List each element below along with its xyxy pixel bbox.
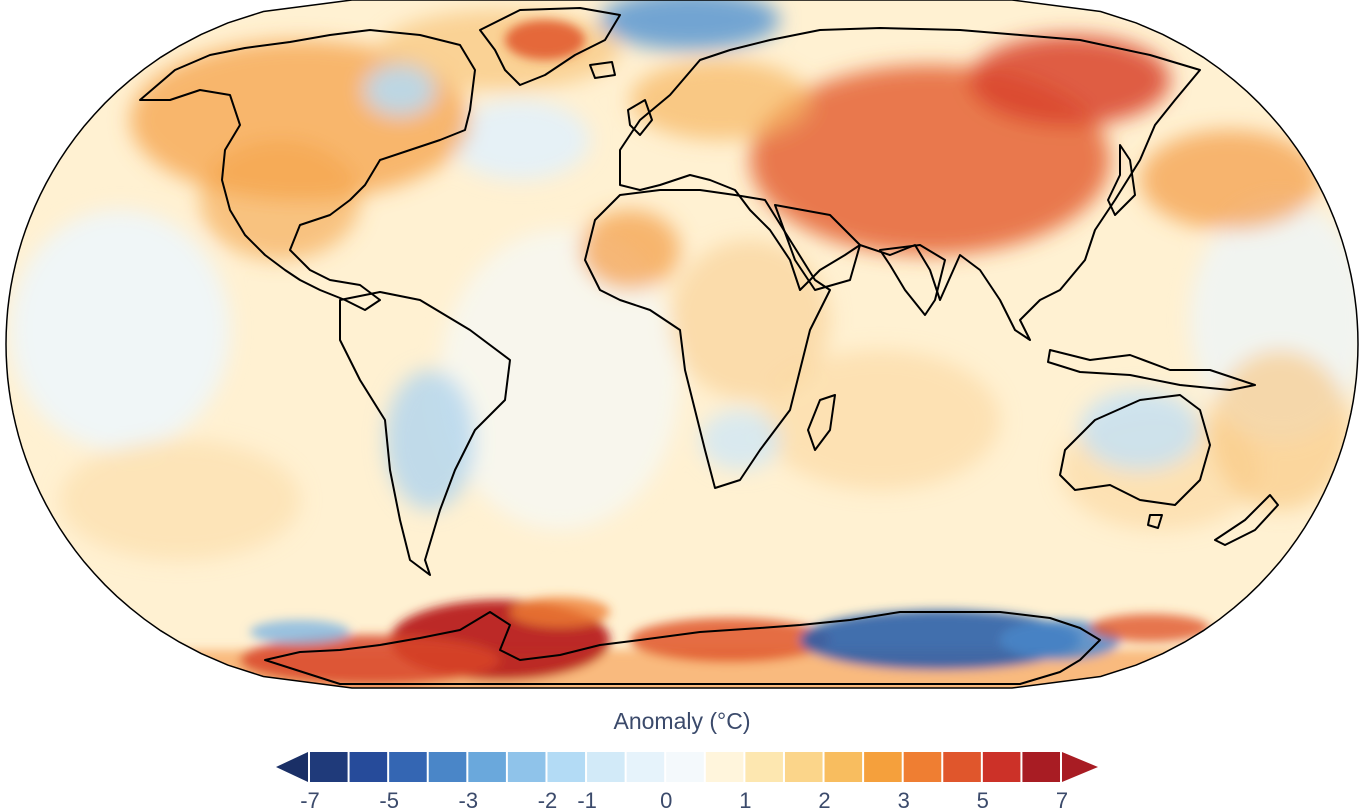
greenland-anomaly xyxy=(505,20,585,60)
coastline-madagascar xyxy=(807,394,836,451)
colorbar-bin xyxy=(310,752,348,782)
coastline-north-america xyxy=(139,29,476,311)
anomaly-patches-broad xyxy=(10,0,1358,560)
coastline-new-zealand xyxy=(1214,494,1279,546)
colorbar-bin xyxy=(389,752,427,782)
colorbar-over-arrow xyxy=(1062,752,1098,782)
coastline-india xyxy=(879,244,946,316)
colorbar-tick-label: 7 xyxy=(1056,788,1068,812)
colorbar-tick-label: 2 xyxy=(818,788,830,812)
colorbar-tick-label: 0 xyxy=(660,788,672,812)
coastline-japan xyxy=(1107,144,1136,216)
coastline-arabia xyxy=(774,204,861,291)
colorbar-tick-label: 3 xyxy=(898,788,910,812)
colorbar-tick-labels: -7 -5 -3 -2 -1 0 1 2 3 5 7 xyxy=(300,788,1068,812)
anomaly-field xyxy=(6,0,1358,688)
colorbar-bin xyxy=(468,752,506,782)
colorbar-bin xyxy=(349,752,388,782)
coastline-eurasia xyxy=(619,27,1201,341)
colorbar-tick-label: -2 xyxy=(538,788,558,812)
colorbar-bin xyxy=(982,752,1021,782)
coastline-greenland xyxy=(479,7,621,86)
world-anomaly-map xyxy=(5,0,1359,689)
globe-outline xyxy=(5,0,1359,689)
colorbar-bin xyxy=(943,752,981,782)
coastlines xyxy=(139,7,1279,685)
colorbar-tick-label: 1 xyxy=(739,788,751,812)
coastline-australia xyxy=(1059,394,1211,506)
colorbar-tick-label: -7 xyxy=(300,788,320,812)
colorbar-tick-label: -1 xyxy=(577,788,597,812)
colorbar-bin xyxy=(1022,752,1060,782)
coastline-africa xyxy=(584,189,831,489)
colorbar: -7 -5 -3 -2 -1 0 1 2 3 5 7 xyxy=(276,752,1098,812)
colorbar-bin xyxy=(587,752,625,782)
colorbar-under-arrow xyxy=(276,752,308,782)
colorbar-bin xyxy=(903,752,942,782)
colorbar-tick-label: -3 xyxy=(459,788,479,812)
colorbar-bin xyxy=(705,752,744,782)
colorbar-bin xyxy=(824,752,863,782)
coastline-tasmania xyxy=(1147,514,1163,529)
colorbar-bin xyxy=(428,752,467,782)
colorbar-bin xyxy=(745,752,783,782)
colorbar-tick-label: -5 xyxy=(379,788,399,812)
coastline-south-america xyxy=(339,291,511,576)
colorbar-bins xyxy=(310,752,1060,782)
colorbar-tick-label: 5 xyxy=(977,788,989,812)
coastline-iceland xyxy=(589,61,616,79)
colorbar-bin xyxy=(547,752,586,782)
coastline-indonesia xyxy=(1047,349,1256,391)
colorbar-bin xyxy=(864,752,902,782)
legend-title: Anomaly (°C) xyxy=(613,708,751,734)
colorbar-bin xyxy=(784,752,823,782)
coastline-uk xyxy=(627,99,653,136)
colorbar-bin xyxy=(507,752,546,782)
colorbar-bin xyxy=(666,752,704,782)
colorbar-bin xyxy=(626,752,665,782)
coastline-antarctica xyxy=(264,611,1101,685)
